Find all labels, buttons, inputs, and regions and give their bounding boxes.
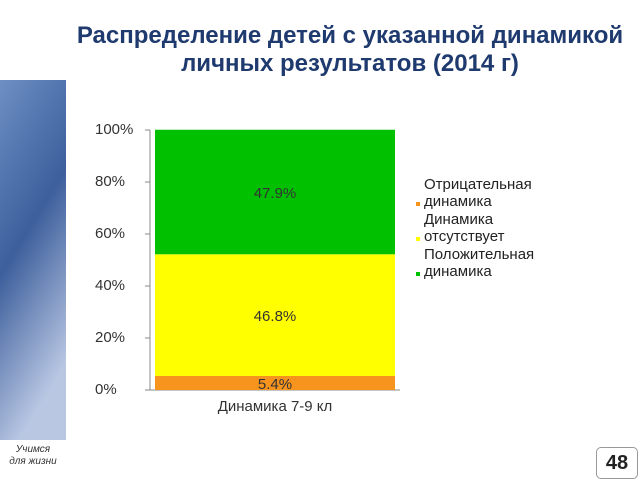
- legend-item: Положительная динамика: [414, 246, 564, 280]
- chart-title: Распределение детей с указанной динамико…: [76, 22, 624, 77]
- legend-item: Отрицательная динамика: [414, 176, 564, 210]
- legend-swatch: [416, 272, 420, 276]
- logo: Учимся для жизни: [2, 444, 64, 468]
- logo-text: для жизни: [9, 456, 57, 467]
- value-label: 46.8%: [254, 308, 297, 325]
- y-tick-label: 80%: [95, 173, 125, 190]
- bar-segment: [155, 375, 395, 390]
- y-tick-label: 40%: [95, 277, 125, 294]
- y-tick-label: 60%: [95, 225, 125, 242]
- decor-strip: [0, 80, 66, 440]
- value-label: 5.4%: [258, 376, 292, 393]
- y-tick-label: 0%: [95, 381, 117, 398]
- value-label: 47.9%: [254, 185, 297, 202]
- legend-label: Динамика отсутствует: [424, 211, 505, 245]
- page-number: 48: [596, 447, 638, 479]
- legend: Отрицательная динамика Динамика отсутству…: [414, 176, 564, 281]
- y-tick-label: 100%: [95, 121, 133, 138]
- legend-item: Динамика отсутствует: [414, 211, 564, 245]
- legend-swatch: [416, 237, 420, 241]
- bar-segment: [155, 254, 395, 376]
- y-tick-label: 20%: [95, 329, 125, 346]
- legend-label: Положительная динамика: [424, 246, 535, 280]
- bar-segment: [155, 129, 395, 255]
- x-tick-label: Динамика 7-9 кл: [218, 398, 333, 415]
- legend-label: Отрицательная динамика: [424, 176, 532, 210]
- legend-swatch: [416, 202, 420, 206]
- logo-text: Учимся: [15, 444, 51, 455]
